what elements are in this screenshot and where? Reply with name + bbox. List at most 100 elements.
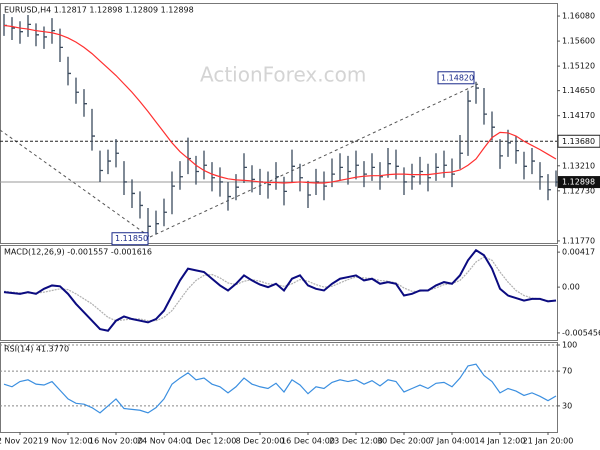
price-bar bbox=[363, 161, 367, 188]
price-panel bbox=[0, 3, 558, 244]
price-bar bbox=[299, 163, 303, 192]
y-tick-label: 1.16080 bbox=[562, 12, 595, 21]
price-bar bbox=[467, 90, 471, 156]
price-bar bbox=[347, 155, 351, 185]
macd-panel bbox=[0, 245, 558, 341]
price-bar bbox=[219, 167, 223, 197]
x-tick-label: 30 Dec 20:00 bbox=[377, 437, 431, 446]
price-bar bbox=[51, 18, 55, 44]
x-tick-label: 1 Dec 12:00 bbox=[188, 437, 237, 446]
price-bar bbox=[371, 153, 375, 181]
price-bar bbox=[139, 191, 143, 219]
price-bar bbox=[91, 108, 95, 151]
price-bar bbox=[483, 88, 487, 125]
annotation-box bbox=[111, 232, 149, 246]
x-tick-label: 16 Dec 04:00 bbox=[281, 437, 335, 446]
trend-line bbox=[0, 129, 151, 238]
x-tick-label: 16 Nov 20:00 bbox=[89, 437, 143, 446]
price-bar bbox=[27, 15, 31, 37]
x-tick-label: 9 Nov 12:00 bbox=[44, 437, 93, 446]
y-tick-label: 1.13210 bbox=[562, 161, 595, 170]
price-bar bbox=[507, 129, 511, 157]
rsi-panel bbox=[0, 342, 558, 433]
price-bar bbox=[419, 156, 423, 185]
y-tick-label: 0.00417 bbox=[562, 248, 595, 257]
y-tick-label: 70 bbox=[562, 367, 572, 376]
price-bar bbox=[267, 171, 271, 199]
y-tick-label: 1.15120 bbox=[562, 62, 595, 71]
annotation-label: 1.14820 bbox=[441, 73, 474, 82]
y-tick-label: 1.15600 bbox=[562, 37, 595, 46]
price-bar bbox=[115, 139, 119, 168]
macd-line bbox=[3, 248, 557, 332]
price-bar bbox=[147, 208, 151, 237]
price-bar bbox=[19, 21, 23, 44]
price-bar bbox=[315, 168, 319, 195]
price-bar bbox=[475, 81, 479, 104]
price-bar bbox=[387, 148, 391, 178]
rsi-line bbox=[3, 363, 557, 414]
price-bar bbox=[75, 77, 79, 104]
price-bar bbox=[211, 162, 215, 192]
price-bar bbox=[499, 139, 503, 169]
price-bar bbox=[243, 153, 247, 183]
price-bar bbox=[291, 149, 295, 182]
x-tick-label: 21 Jan 20:00 bbox=[523, 437, 574, 446]
price-bar bbox=[323, 171, 327, 201]
price-bar bbox=[251, 165, 255, 193]
x-tick-label: 2 Nov 2021 bbox=[0, 437, 43, 446]
trend-line bbox=[149, 83, 479, 238]
price-bar bbox=[67, 56, 71, 86]
annotation-label: 1.11850 bbox=[115, 234, 148, 243]
watermark: ActionForex.com bbox=[200, 63, 366, 87]
price-bar bbox=[59, 28, 63, 62]
x-tick-label: 14 Jan 12:00 bbox=[475, 437, 526, 446]
price-bar bbox=[539, 162, 543, 190]
price-bar bbox=[179, 161, 183, 190]
last-price-label: 1.12898 bbox=[562, 178, 595, 187]
annotation-box bbox=[437, 71, 475, 85]
price-bar bbox=[435, 153, 439, 181]
price-bar bbox=[83, 89, 87, 117]
y-tick-label: 0.00 bbox=[562, 283, 580, 292]
moving-average bbox=[3, 24, 557, 184]
price-bar bbox=[523, 151, 527, 180]
price-bar bbox=[491, 111, 495, 141]
macd-title: MACD(12,26,9) -0.001557 -0.001616 bbox=[4, 248, 152, 257]
x-tick-label: 8 Dec 20:00 bbox=[236, 437, 285, 446]
price-bar bbox=[99, 150, 103, 182]
price-bar bbox=[427, 163, 431, 192]
y-tick-label: 1.11770 bbox=[562, 236, 595, 245]
x-tick-label: 23 Dec 12:00 bbox=[329, 437, 383, 446]
price-bar bbox=[547, 174, 551, 201]
price-bar bbox=[163, 198, 167, 227]
price-bar bbox=[355, 150, 359, 180]
price-bar bbox=[203, 150, 207, 180]
price-bar bbox=[411, 163, 415, 190]
price-bar bbox=[131, 179, 135, 209]
y-tick-label: -0.005456 bbox=[562, 328, 600, 337]
price-bar bbox=[531, 148, 535, 175]
x-tick-label: 24 Nov 04:00 bbox=[137, 437, 191, 446]
price-bar bbox=[11, 17, 15, 41]
price-bar bbox=[43, 26, 47, 49]
price-bar bbox=[171, 171, 175, 215]
price-bar bbox=[155, 210, 159, 235]
price-bar bbox=[443, 150, 447, 178]
price-bar bbox=[283, 176, 287, 206]
price-bar bbox=[451, 158, 455, 188]
level-box bbox=[557, 134, 600, 148]
price-bar bbox=[339, 153, 343, 181]
price-bar bbox=[459, 135, 463, 169]
y-tick-label: 30 bbox=[562, 401, 572, 410]
price-bar bbox=[107, 149, 111, 175]
signal-line bbox=[3, 256, 556, 322]
x-tick-label: 7 Jan 04:00 bbox=[429, 437, 475, 446]
y-tick-label: 1.14170 bbox=[562, 111, 595, 120]
price-bar bbox=[235, 174, 239, 201]
price-bar bbox=[123, 161, 127, 195]
level-label: 1.13680 bbox=[562, 137, 595, 146]
price-bar bbox=[515, 136, 519, 164]
y-tick-label: 100 bbox=[562, 341, 577, 350]
